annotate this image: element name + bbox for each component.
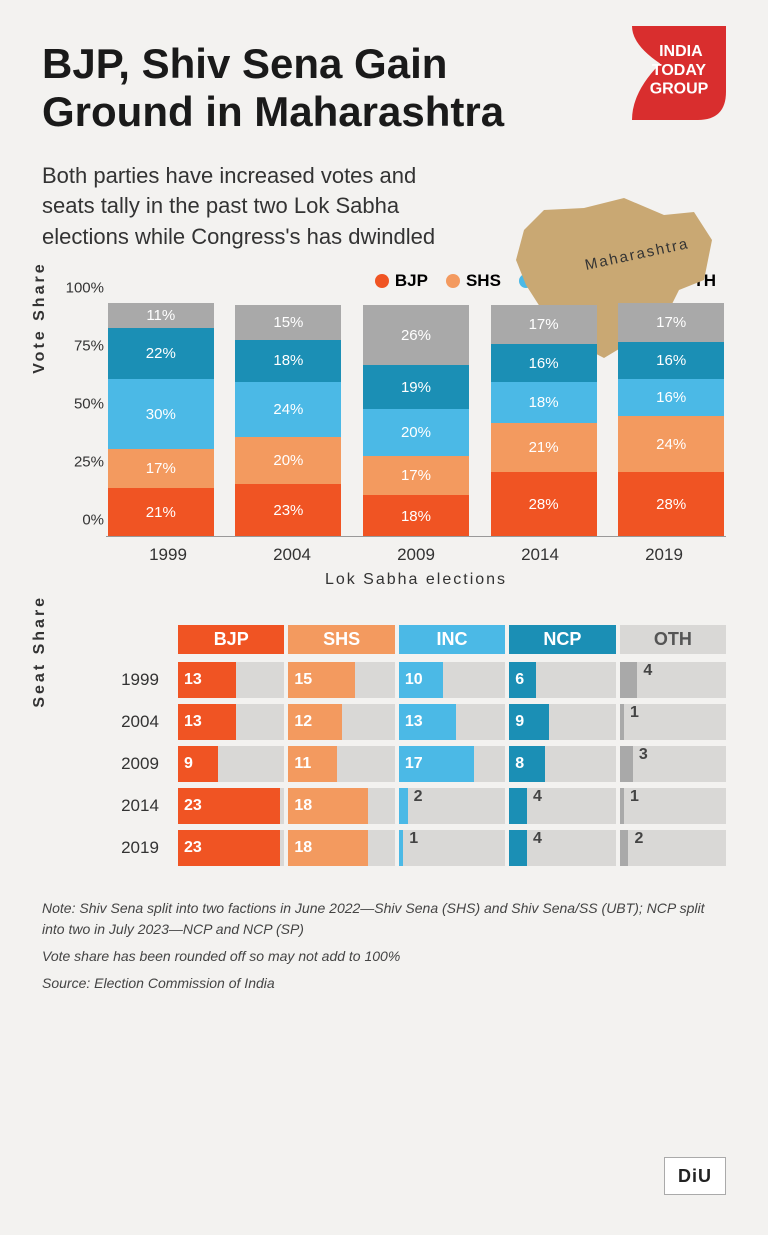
seat-cell: 2: [399, 788, 505, 824]
bar-segment: 24%: [235, 382, 341, 438]
legend-item: SHS: [446, 271, 501, 291]
seat-header-cell: NCP: [509, 625, 615, 654]
bar-column: 28%24%16%16%17%: [618, 303, 724, 537]
footnote-line: Note: Shiv Sena split into two factions …: [42, 898, 726, 940]
bar-segment: 30%: [108, 379, 214, 449]
x-tick: 2019: [611, 545, 717, 565]
seat-cell: 23: [178, 788, 284, 824]
bar-segment: 23%: [235, 484, 341, 537]
india-today-logo: INDIA TODAY GROUP: [632, 26, 726, 120]
bar-column: 28%21%18%16%17%: [491, 305, 597, 537]
seat-cell: 17: [399, 746, 505, 782]
seat-cell: 12: [288, 704, 394, 740]
seat-cell: 13: [399, 704, 505, 740]
seat-cell: 3: [620, 746, 726, 782]
x-tick: 1999: [115, 545, 221, 565]
seat-year: 2014: [106, 796, 174, 816]
svg-text:GROUP: GROUP: [650, 81, 709, 98]
seat-cell: 6: [509, 662, 615, 698]
bar-segment: 21%: [491, 423, 597, 472]
seat-row: 199913151064: [106, 662, 726, 698]
y-tick: 0%: [82, 511, 104, 528]
seat-row: 20142318241: [106, 788, 726, 824]
seat-cell: 2: [620, 830, 726, 866]
seat-cell: 15: [288, 662, 394, 698]
seat-row: 20192318142: [106, 830, 726, 866]
seat-year: 2019: [106, 838, 174, 858]
seat-cell: 4: [509, 788, 615, 824]
x-tick: 2014: [487, 545, 593, 565]
seat-year: 2004: [106, 712, 174, 732]
bar-segment: 19%: [363, 365, 469, 409]
bar-segment: 18%: [235, 340, 341, 382]
seat-cell: 23: [178, 830, 284, 866]
diu-logo: DiU: [664, 1157, 726, 1195]
seat-cell: 4: [509, 830, 615, 866]
svg-text:INDIA: INDIA: [659, 43, 703, 60]
bar-segment: 18%: [491, 382, 597, 424]
bar-segment: 17%: [618, 303, 724, 342]
bar-segment: 24%: [618, 416, 724, 472]
seat-header-cell: SHS: [288, 625, 394, 654]
seat-share-table: Seat Share BJPSHSINCNCPOTH 1999131510642…: [106, 625, 726, 866]
y-tick: 25%: [74, 453, 104, 470]
seat-cell: 13: [178, 662, 284, 698]
seat-year: 2009: [106, 754, 174, 774]
bar-segment: 16%: [618, 379, 724, 416]
seat-row: 20099111783: [106, 746, 726, 782]
seat-header-cell: BJP: [178, 625, 284, 654]
seat-cell: 13: [178, 704, 284, 740]
bar-segment: 26%: [363, 305, 469, 365]
bar-segment: 28%: [491, 472, 597, 537]
y-tick: 100%: [66, 279, 104, 296]
bar-segment: 17%: [491, 305, 597, 344]
bar-segment: 16%: [618, 342, 724, 379]
bar-segment: 11%: [108, 303, 214, 329]
seat-header-cell: INC: [399, 625, 505, 654]
seat-cell: 4: [620, 662, 726, 698]
x-tick: 2009: [363, 545, 469, 565]
bar-segment: 28%: [618, 472, 724, 537]
bar-segment: 22%: [108, 328, 214, 379]
bar-column: 18%17%20%19%26%: [363, 305, 469, 537]
subtitle: Both parties have increased votes and se…: [42, 161, 462, 253]
seat-cell: 9: [178, 746, 284, 782]
bar-segment: 20%: [363, 409, 469, 455]
bar-column: 21%17%30%22%11%: [108, 303, 214, 537]
seat-cell: 18: [288, 830, 394, 866]
seat-cell: 1: [620, 704, 726, 740]
bar-segment: 21%: [108, 488, 214, 537]
seat-cell: 18: [288, 788, 394, 824]
seat-header-cell: OTH: [620, 625, 726, 654]
seat-cell: 1: [620, 788, 726, 824]
seat-cell: 11: [288, 746, 394, 782]
footnote-line: Vote share has been rounded off so may n…: [42, 946, 726, 967]
x-axis-label: Lok Sabha elections: [106, 571, 726, 589]
seat-row: 200413121391: [106, 704, 726, 740]
bar-column: 23%20%24%18%15%: [235, 305, 341, 537]
svg-text:TODAY: TODAY: [652, 62, 706, 79]
seat-y-label: Seat Share: [31, 595, 49, 708]
seat-year: 1999: [106, 670, 174, 690]
bar-segment: 18%: [363, 495, 469, 537]
y-tick: 75%: [74, 337, 104, 354]
legend-item: BJP: [375, 271, 428, 291]
seat-cell: 10: [399, 662, 505, 698]
seat-cell: 1: [399, 830, 505, 866]
page-title: BJP, Shiv Sena Gain Ground in Maharashtr…: [42, 40, 562, 137]
bar-segment: 17%: [108, 449, 214, 488]
seat-cell: 9: [509, 704, 615, 740]
footnote-line: Source: Election Commission of India: [42, 973, 726, 994]
bar-segment: 20%: [235, 437, 341, 483]
bar-segment: 17%: [363, 456, 469, 495]
y-axis-label: Vote Share: [31, 261, 49, 373]
seat-cell: 8: [509, 746, 615, 782]
bar-segment: 16%: [491, 344, 597, 381]
x-tick: 2004: [239, 545, 345, 565]
bar-segment: 15%: [235, 305, 341, 340]
footnotes: Note: Shiv Sena split into two factions …: [42, 898, 726, 994]
y-tick: 50%: [74, 395, 104, 412]
vote-share-chart: Vote Share 0%25%50%75%100% 21%17%30%22%1…: [106, 305, 726, 585]
